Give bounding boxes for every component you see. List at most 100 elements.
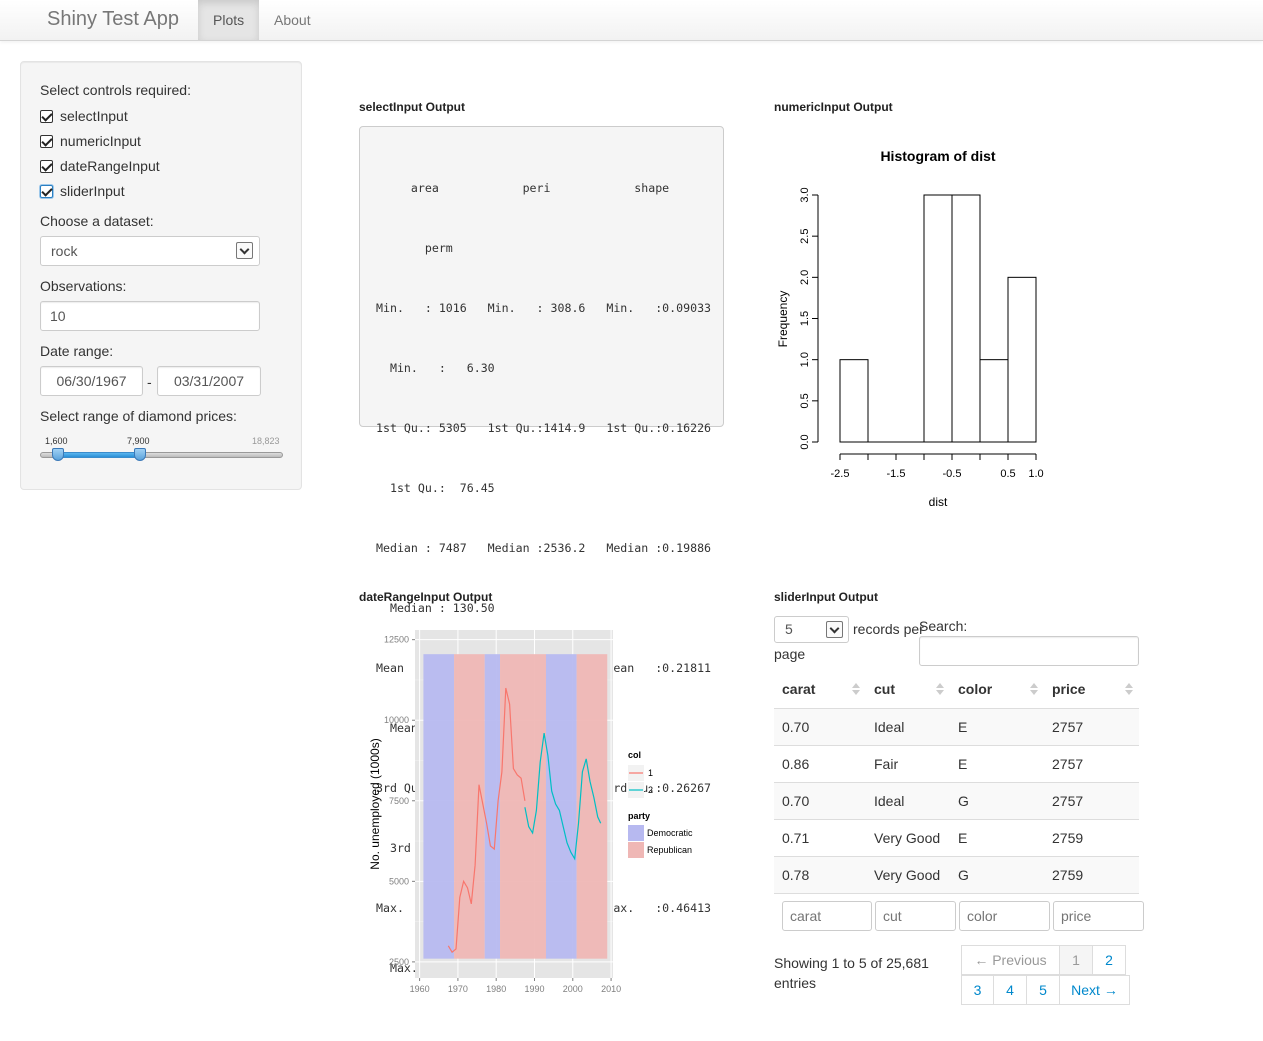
sort-icon[interactable] <box>1030 683 1038 695</box>
pagination-previous[interactable]: ← Previous <box>961 945 1060 975</box>
pagination-page-3[interactable]: 3 <box>961 975 994 1005</box>
filter-price-input[interactable] <box>1053 901 1144 931</box>
checkbox-sliderinput[interactable]: sliderInput <box>40 181 125 201</box>
y-tick-label: 3.0 <box>799 187 811 202</box>
date-start-input[interactable]: 06/30/1967 <box>40 366 143 396</box>
price-slider-range <box>58 452 140 458</box>
checkbox-label: sliderInput <box>60 183 125 199</box>
slider-output-title: sliderInput Output <box>774 590 878 604</box>
x-tick-label: -1.5 <box>887 468 906 480</box>
column-header-cut[interactable]: cut <box>866 670 950 708</box>
pagination-page-2[interactable]: 2 <box>1092 945 1126 975</box>
column-header-label: price <box>1052 681 1086 697</box>
table-row: 0.70 Ideal E 2757 <box>774 708 1139 745</box>
column-header-color[interactable]: color <box>950 670 1044 708</box>
table-cell: Ideal <box>874 719 905 735</box>
checkbox-daterangeinput[interactable]: dateRangeInput <box>40 156 160 176</box>
checkbox-label: numericInput <box>60 133 141 149</box>
sort-icon[interactable] <box>852 683 860 695</box>
table-cell: 0.86 <box>782 756 810 772</box>
party-period-rect <box>423 654 455 959</box>
table-bottom-border <box>774 893 1139 894</box>
sort-icon[interactable] <box>1125 683 1133 695</box>
x-tick-label: -2.5 <box>831 468 850 480</box>
table-cell: G <box>958 793 969 809</box>
slider-high-handle[interactable] <box>134 448 146 461</box>
x-tick-label: 2000 <box>563 984 583 994</box>
x-tick-label: 1980 <box>486 984 506 994</box>
checkbox-selectinput[interactable]: selectInput <box>40 106 128 126</box>
pagination-next[interactable]: Next → <box>1059 975 1130 1005</box>
page-length-select[interactable]: 5 <box>774 616 849 643</box>
y-tick-label: 10000 <box>384 715 409 725</box>
table-cell: E <box>958 719 968 735</box>
date-range-label: Date range: <box>40 343 114 359</box>
party-period-rect <box>484 654 501 959</box>
checkbox-checked-icon[interactable] <box>40 134 53 148</box>
column-header-carat[interactable]: carat <box>774 670 866 708</box>
legend-col-title: col <box>628 750 641 760</box>
checkbox-label: selectInput <box>60 108 128 124</box>
table-row: 0.78 Very Good G 2759 <box>774 856 1139 893</box>
chevron-down-icon[interactable] <box>236 242 253 259</box>
legend-key-democratic <box>628 825 644 841</box>
sort-icon[interactable] <box>936 683 944 695</box>
pagination-page-4[interactable]: 4 <box>993 975 1027 1005</box>
pagination-page-5[interactable]: 5 <box>1026 975 1060 1005</box>
price-slider-track[interactable] <box>40 452 283 458</box>
x-tick-label: 0.5 <box>1000 468 1015 480</box>
checkbox-checked-icon[interactable] <box>40 159 53 173</box>
party-period-rect <box>545 654 577 959</box>
histogram-title: Histogram of dist <box>880 148 995 164</box>
date-end-input[interactable]: 03/31/2007 <box>157 366 261 396</box>
controls-label: Select controls required: <box>40 82 191 98</box>
x-tick-label: 1990 <box>524 984 544 994</box>
filter-carat-input[interactable] <box>782 901 872 931</box>
series-line-2 <box>524 733 602 861</box>
summary-line: 1st Qu.: 76.45 <box>376 481 495 495</box>
party-period-rect <box>576 654 608 959</box>
slider-low-handle[interactable] <box>52 448 64 461</box>
y-tick-label: 0.5 <box>799 393 811 408</box>
table-row: 0.71 Very Good E 2759 <box>774 819 1139 856</box>
filter-cut-input[interactable] <box>875 901 956 931</box>
x-tick-label: 1970 <box>448 984 468 994</box>
checkbox-numericinput[interactable]: numericInput <box>40 131 141 151</box>
table-cell: Very Good <box>874 830 941 846</box>
table-cell: 2759 <box>1052 867 1084 883</box>
table-cell: Very Good <box>874 867 941 883</box>
app-brand[interactable]: Shiny Test App <box>47 8 179 30</box>
x-tick-label: -0.5 <box>943 468 962 480</box>
numeric-output-title: numericInput Output <box>774 100 893 114</box>
checkbox-checked-icon[interactable] <box>40 184 53 198</box>
filter-color-input[interactable] <box>959 901 1050 931</box>
tab-about[interactable]: About <box>274 12 311 28</box>
tab-plots[interactable]: Plots <box>198 0 260 40</box>
table-cell: 2757 <box>1052 756 1084 772</box>
table-cell: Fair <box>874 756 899 772</box>
column-header-price[interactable]: price <box>1044 670 1139 708</box>
dataset-value: rock <box>51 243 78 259</box>
histogram-bar <box>923 194 953 443</box>
search-input[interactable] <box>919 636 1139 666</box>
legend-key-republican <box>628 842 644 858</box>
checkbox-checked-icon[interactable] <box>40 109 53 123</box>
summary-line: Min. : 6.30 <box>376 361 495 375</box>
x-tick-label: 1960 <box>410 984 430 994</box>
table-row: 0.70 Ideal G 2757 <box>774 782 1139 819</box>
slider-max-label: 18,823 <box>252 436 280 446</box>
summary-line: area peri shape <box>376 181 670 195</box>
observations-input[interactable]: 10 <box>40 301 260 331</box>
chevron-down-icon[interactable] <box>826 621 843 638</box>
column-header-label: cut <box>874 681 895 697</box>
column-header-label: color <box>958 681 993 697</box>
pagination-page-1[interactable]: 1 <box>1059 945 1093 975</box>
table-cell: 2757 <box>1052 793 1084 809</box>
summary-line: Median : 130.50 <box>376 601 495 615</box>
summary-line: Median : 7487 Median :2536.2 Median :0.1… <box>376 541 712 555</box>
dataset-select[interactable]: rock <box>40 236 260 266</box>
series-line-1 <box>447 687 526 954</box>
legend-label: 2 <box>648 785 653 795</box>
summary-pre: area peri shape perm Min. : 1016 Min. : … <box>359 126 724 975</box>
summary-line: 1st Qu.: 5305 1st Qu.:1414.9 1st Qu.:0.1… <box>376 421 712 435</box>
